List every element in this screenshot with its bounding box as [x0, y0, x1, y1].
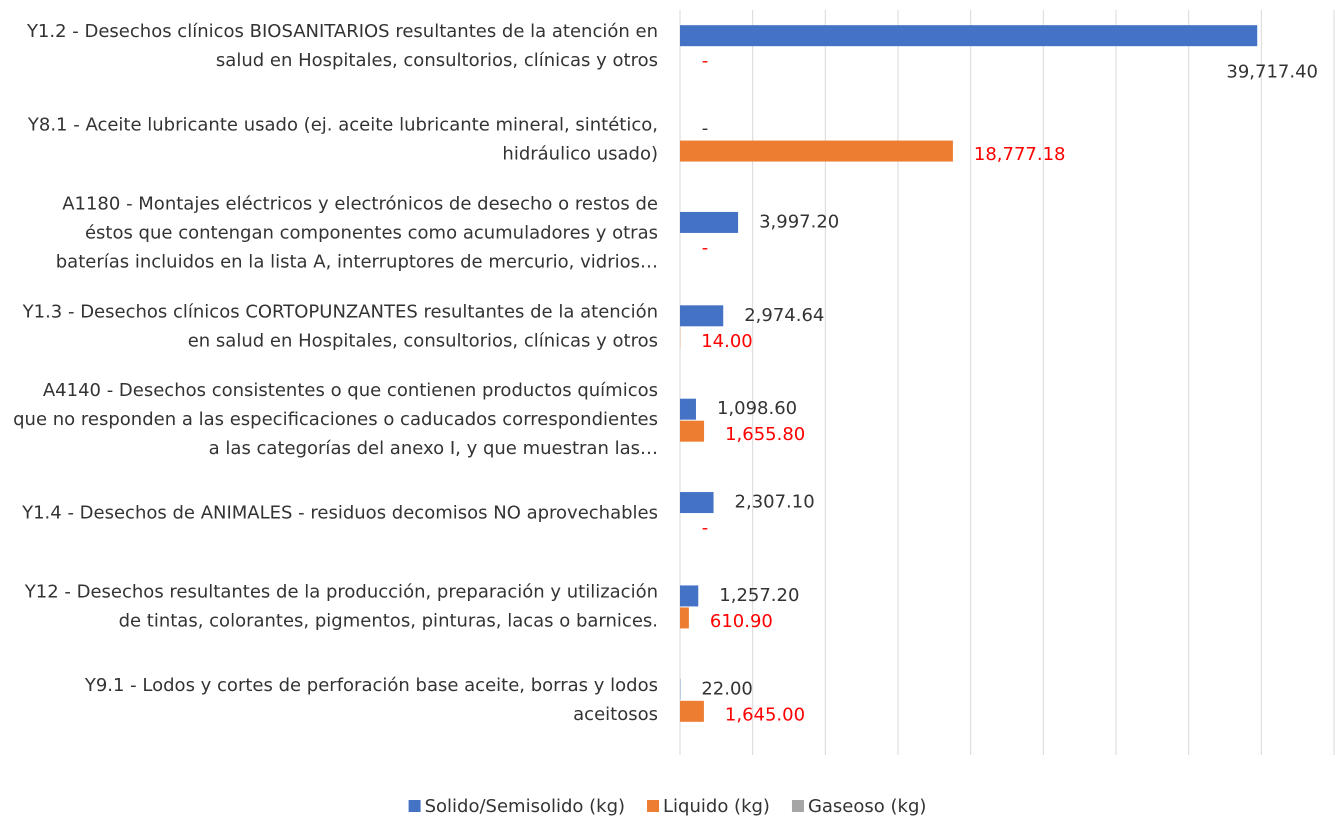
category-line: Y8.1 - Aceite lubricante usado (ej. acei… — [27, 115, 658, 136]
value-label: 22.00 — [701, 678, 753, 699]
category-label: Y1.3 - Desechos clínicos CORTOPUNZANTES … — [22, 301, 658, 351]
bar — [680, 607, 689, 629]
value-label: 39,717.40 — [1226, 62, 1318, 83]
value-label: - — [702, 237, 709, 258]
value-label: 1,257.20 — [719, 585, 799, 606]
value-label: 610.90 — [710, 611, 773, 632]
bar — [680, 420, 705, 442]
value-label: - — [702, 51, 709, 72]
value-label: 3,997.20 — [759, 211, 839, 232]
category-label: Y12 - Desechos resultantes de la producc… — [24, 581, 658, 631]
value-label: 1,655.80 — [725, 424, 805, 445]
category-line: Y12 - Desechos resultantes de la producc… — [24, 581, 658, 602]
category-line: Y1.3 - Desechos clínicos CORTOPUNZANTES … — [22, 301, 658, 322]
legend-swatch — [408, 800, 421, 812]
legend-label: Liquido (kg) — [663, 796, 770, 817]
category-label: Y1.2 - Desechos clínicos BIOSANITARIOS r… — [26, 21, 658, 71]
category-label: Y8.1 - Aceite lubricante usado (ej. acei… — [27, 115, 658, 165]
bar — [680, 700, 704, 722]
category-line: de tintas, colorantes, pigmentos, pintur… — [119, 610, 658, 631]
value-label: 1,645.00 — [725, 704, 805, 725]
legend-label: Gaseoso (kg) — [808, 796, 926, 817]
category-line: A4140 - Desechos consistentes o que cont… — [43, 380, 658, 401]
bar — [680, 25, 1258, 47]
value-label: 18,777.18 — [974, 144, 1066, 165]
value-label: - — [702, 518, 709, 539]
category-line: éstos que contengan componentes como acu… — [85, 222, 658, 243]
legend-swatch — [791, 800, 804, 812]
category-label: Y1.4 - Desechos de ANIMALES - residuos d… — [21, 503, 658, 524]
category-line: baterías incluidos en la lista A, interr… — [56, 251, 658, 272]
legend: Solido/Semisolido (kg) Liquido (kg) Gaseos… — [408, 796, 926, 817]
category-line: aceitosos — [573, 704, 658, 725]
bar — [680, 140, 953, 162]
category-label: A1180 - Montajes eléctricos y electrónic… — [56, 193, 658, 272]
category-line: que no responden a las especificaciones … — [13, 409, 658, 430]
bar — [680, 492, 714, 514]
bar — [680, 211, 739, 233]
category-line: Y9.1 - Lodos y cortes de perforación bas… — [84, 675, 658, 696]
category-line: salud en Hospitales, consultorios, clíni… — [216, 50, 658, 71]
bar — [680, 305, 724, 327]
value-label: 2,974.64 — [744, 305, 824, 326]
category-label: Y9.1 - Lodos y cortes de perforación bas… — [84, 675, 658, 725]
category-line: A1180 - Montajes eléctricos y electrónic… — [62, 193, 658, 214]
value-label: - — [702, 118, 709, 139]
value-label: 1,098.60 — [717, 398, 797, 419]
bar — [680, 398, 696, 420]
value-label: 14.00 — [701, 331, 753, 352]
value-label: 2,307.10 — [735, 492, 815, 513]
legend-swatch — [647, 800, 660, 812]
category-line: Y1.2 - Desechos clínicos BIOSANITARIOS r… — [26, 21, 658, 42]
legend-label: Solido/Semisolido (kg) — [425, 796, 625, 817]
category-line: Y1.4 - Desechos de ANIMALES - residuos d… — [21, 503, 658, 524]
category-line: a las categorías del anexo I, y que mues… — [209, 438, 658, 459]
category-label: A4140 - Desechos consistentes o que cont… — [13, 380, 658, 459]
category-line: en salud en Hospitales, consultorios, cl… — [188, 330, 658, 351]
bar — [680, 585, 699, 607]
category-line: hidráulico usado) — [502, 144, 658, 165]
